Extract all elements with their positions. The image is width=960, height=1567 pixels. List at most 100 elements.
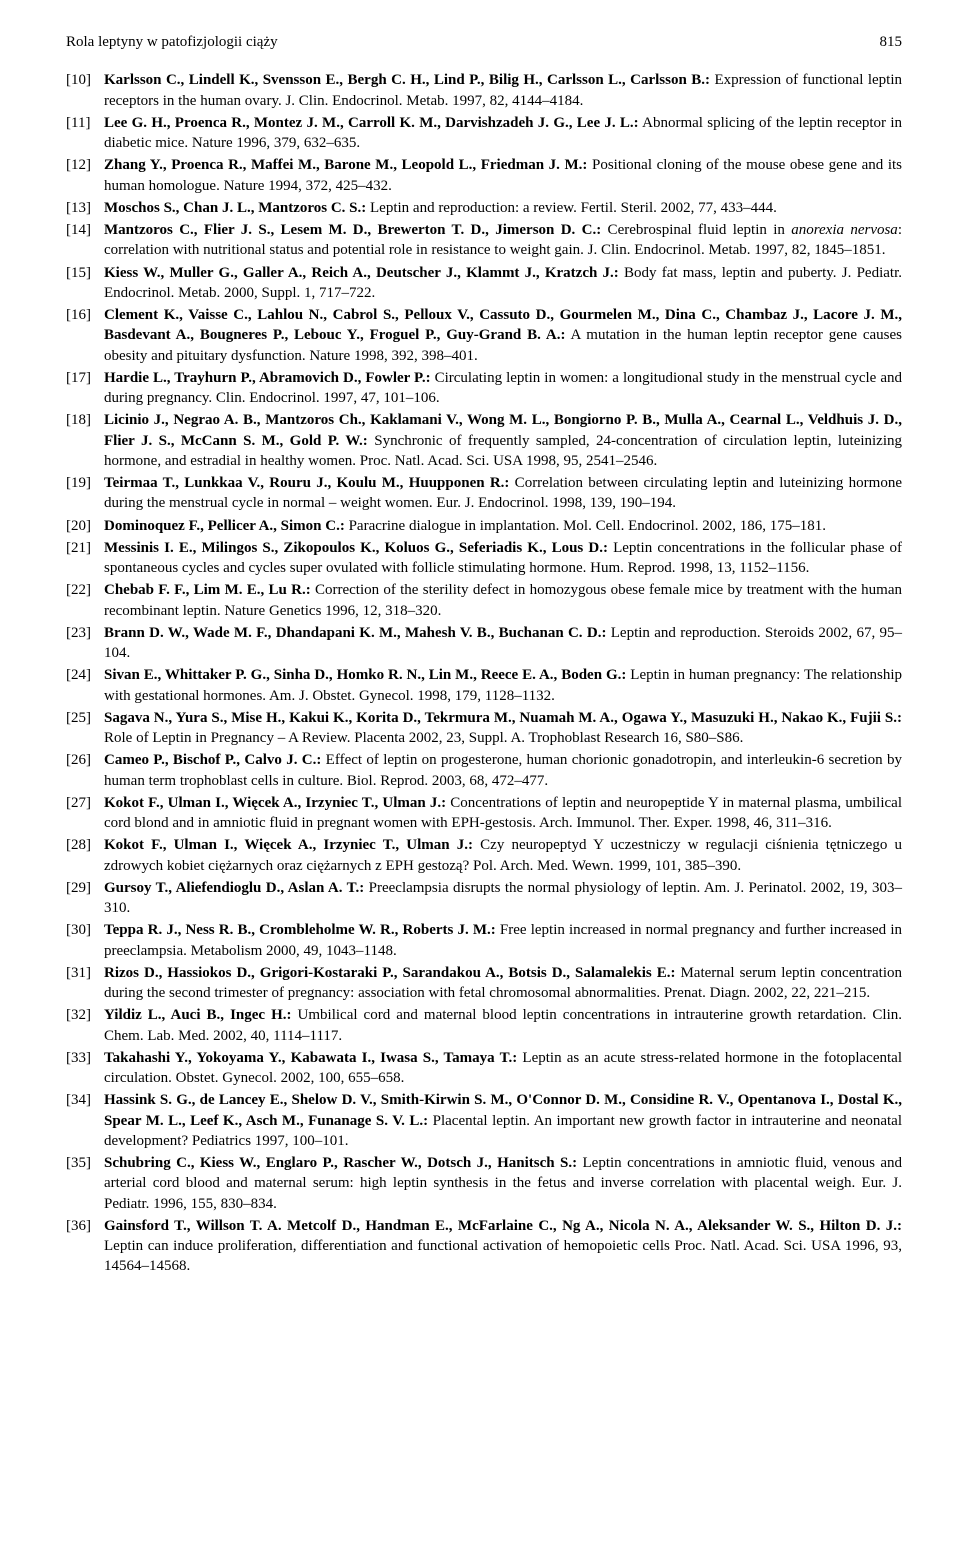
reference-body: Teirmaa T., Lunkkaa V., Rouru J., Koulu …	[104, 473, 902, 514]
reference-item: [15]Kiess W., Muller G., Galler A., Reic…	[66, 263, 902, 304]
reference-number: [36]	[66, 1216, 104, 1277]
reference-body: Moschos S., Chan J. L., Mantzoros C. S.:…	[104, 198, 902, 218]
reference-authors: Schubring C., Kiess W., Englaro P., Rasc…	[104, 1155, 577, 1171]
reference-number: [23]	[66, 623, 104, 664]
reference-authors: Licinio J., Negrao A. B., Mantzoros Ch.,…	[104, 412, 902, 448]
reference-body: Hassink S. G., de Lancey E., Shelow D. V…	[104, 1090, 902, 1151]
reference-body: Sivan E., Whittaker P. G., Sinha D., Hom…	[104, 665, 902, 706]
reference-body: Gainsford T., Willson T. A. Metcolf D., …	[104, 1216, 902, 1277]
reference-item: [31]Rizos D., Hassiokos D., Grigori-Kost…	[66, 963, 902, 1004]
references-list: [10]Karlsson C., Lindell K., Svensson E.…	[66, 70, 902, 1276]
reference-item: [27]Kokot F., Ulman I., Więcek A., Irzyn…	[66, 793, 902, 834]
reference-item: [13]Moschos S., Chan J. L., Mantzoros C.…	[66, 198, 902, 218]
reference-authors: Sagava N., Yura S., Mise H., Kakui K., K…	[104, 710, 902, 726]
reference-item: [17]Hardie L., Trayhurn P., Abramovich D…	[66, 368, 902, 409]
reference-number: [26]	[66, 750, 104, 791]
reference-item: [36]Gainsford T., Willson T. A. Metcolf …	[66, 1216, 902, 1277]
reference-body: Kiess W., Muller G., Galler A., Reich A.…	[104, 263, 902, 304]
reference-authors: Hardie L., Trayhurn P., Abramovich D., F…	[104, 370, 431, 386]
reference-body: Yildiz L., Auci B., Ingec H.: Umbilical …	[104, 1005, 902, 1046]
reference-authors: Brann D. W., Wade M. F., Dhandapani K. M…	[104, 625, 606, 641]
reference-authors: Messinis I. E., Milingos S., Zikopoulos …	[104, 540, 608, 556]
reference-body: Takahashi Y., Yokoyama Y., Kabawata I., …	[104, 1048, 902, 1089]
reference-number: [12]	[66, 155, 104, 196]
page-number: 815	[880, 32, 903, 52]
reference-number: [13]	[66, 198, 104, 218]
reference-body: Rizos D., Hassiokos D., Grigori-Kostarak…	[104, 963, 902, 1004]
reference-body: Chebab F. F., Lim M. E., Lu R.: Correcti…	[104, 580, 902, 621]
reference-authors: Gursoy T., Aliefendioglu D., Aslan A. T.…	[104, 880, 364, 896]
reference-authors: Kokot F., Ulman I., Więcek A., Irzyniec …	[104, 795, 446, 811]
reference-number: [21]	[66, 538, 104, 579]
reference-authors: Zhang Y., Proenca R., Maffei M., Barone …	[104, 157, 587, 173]
reference-authors: Moschos S., Chan J. L., Mantzoros C. S.:	[104, 200, 366, 216]
reference-authors: Karlsson C., Lindell K., Svensson E., Be…	[104, 72, 710, 88]
reference-number: [14]	[66, 220, 104, 261]
reference-item: [10]Karlsson C., Lindell K., Svensson E.…	[66, 70, 902, 111]
reference-item: [12]Zhang Y., Proenca R., Maffei M., Bar…	[66, 155, 902, 196]
reference-body: Lee G. H., Proenca R., Montez J. M., Car…	[104, 113, 902, 154]
reference-body: Kokot F., Ulman I., Więcek A., Irzyniec …	[104, 835, 902, 876]
reference-body: Schubring C., Kiess W., Englaro P., Rasc…	[104, 1153, 902, 1214]
reference-body: Mantzoros C., Flier J. S., Lesem M. D., …	[104, 220, 902, 261]
reference-authors: Lee G. H., Proenca R., Montez J. M., Car…	[104, 115, 639, 131]
reference-body: Karlsson C., Lindell K., Svensson E., Be…	[104, 70, 902, 111]
reference-number: [17]	[66, 368, 104, 409]
reference-authors: Hassink S. G., de Lancey E., Shelow D. V…	[104, 1092, 902, 1128]
reference-item: [16]Clement K., Vaisse C., Lahlou N., Ca…	[66, 305, 902, 366]
reference-item: [29]Gursoy T., Aliefendioglu D., Aslan A…	[66, 878, 902, 919]
reference-number: [19]	[66, 473, 104, 514]
reference-item: [20]Dominoquez F., Pellicer A., Simon C.…	[66, 516, 902, 536]
reference-number: [10]	[66, 70, 104, 111]
reference-authors: Rizos D., Hassiokos D., Grigori-Kostarak…	[104, 965, 675, 981]
reference-item: [22]Chebab F. F., Lim M. E., Lu R.: Corr…	[66, 580, 902, 621]
reference-authors: Yildiz L., Auci B., Ingec H.:	[104, 1007, 292, 1023]
reference-authors: Kiess W., Muller G., Galler A., Reich A.…	[104, 265, 619, 281]
reference-item: [30]Teppa R. J., Ness R. B., Crombleholm…	[66, 920, 902, 961]
reference-item: [11]Lee G. H., Proenca R., Montez J. M.,…	[66, 113, 902, 154]
reference-authors: Teirmaa T., Lunkkaa V., Rouru J., Koulu …	[104, 475, 509, 491]
reference-authors: Chebab F. F., Lim M. E., Lu R.:	[104, 582, 311, 598]
reference-number: [31]	[66, 963, 104, 1004]
reference-body: Clement K., Vaisse C., Lahlou N., Cabrol…	[104, 305, 902, 366]
reference-authors: Mantzoros C., Flier J. S., Lesem M. D., …	[104, 222, 601, 238]
reference-number: [25]	[66, 708, 104, 749]
reference-body: Gursoy T., Aliefendioglu D., Aslan A. T.…	[104, 878, 902, 919]
reference-item: [19]Teirmaa T., Lunkkaa V., Rouru J., Ko…	[66, 473, 902, 514]
reference-number: [27]	[66, 793, 104, 834]
reference-body: Licinio J., Negrao A. B., Mantzoros Ch.,…	[104, 410, 902, 471]
reference-number: [22]	[66, 580, 104, 621]
reference-authors: Cameo P., Bischof P., Calvo J. C.:	[104, 752, 321, 768]
reference-authors: Kokot F., Ulman I., Więcek A., Irzyniec …	[104, 837, 473, 853]
reference-body: Cameo P., Bischof P., Calvo J. C.: Effec…	[104, 750, 902, 791]
reference-authors: Gainsford T., Willson T. A. Metcolf D., …	[104, 1218, 902, 1234]
reference-item: [35]Schubring C., Kiess W., Englaro P., …	[66, 1153, 902, 1214]
reference-item: [26]Cameo P., Bischof P., Calvo J. C.: E…	[66, 750, 902, 791]
reference-number: [30]	[66, 920, 104, 961]
reference-item: [14]Mantzoros C., Flier J. S., Lesem M. …	[66, 220, 902, 261]
reference-item: [32]Yildiz L., Auci B., Ingec H.: Umbili…	[66, 1005, 902, 1046]
reference-authors: Teppa R. J., Ness R. B., Crombleholme W.…	[104, 922, 496, 938]
reference-number: [20]	[66, 516, 104, 536]
reference-item: [23]Brann D. W., Wade M. F., Dhandapani …	[66, 623, 902, 664]
reference-body: Dominoquez F., Pellicer A., Simon C.: Pa…	[104, 516, 902, 536]
reference-body: Brann D. W., Wade M. F., Dhandapani K. M…	[104, 623, 902, 664]
reference-italic: anorexia nervosa	[791, 222, 898, 238]
page-header: Rola leptyny w patofizjologii ciąży 815	[66, 32, 902, 52]
reference-number: [11]	[66, 113, 104, 154]
reference-item: [33]Takahashi Y., Yokoyama Y., Kabawata …	[66, 1048, 902, 1089]
running-title: Rola leptyny w patofizjologii ciąży	[66, 32, 278, 52]
reference-number: [28]	[66, 835, 104, 876]
reference-body: Hardie L., Trayhurn P., Abramovich D., F…	[104, 368, 902, 409]
reference-item: [34]Hassink S. G., de Lancey E., Shelow …	[66, 1090, 902, 1151]
reference-number: [32]	[66, 1005, 104, 1046]
reference-authors: Dominoquez F., Pellicer A., Simon C.:	[104, 518, 345, 534]
reference-number: [29]	[66, 878, 104, 919]
reference-number: [34]	[66, 1090, 104, 1151]
reference-authors: Clement K., Vaisse C., Lahlou N., Cabrol…	[104, 307, 902, 343]
reference-number: [33]	[66, 1048, 104, 1089]
reference-item: [18]Licinio J., Negrao A. B., Mantzoros …	[66, 410, 902, 471]
reference-number: [18]	[66, 410, 104, 471]
reference-number: [16]	[66, 305, 104, 366]
reference-authors: Takahashi Y., Yokoyama Y., Kabawata I., …	[104, 1050, 517, 1066]
